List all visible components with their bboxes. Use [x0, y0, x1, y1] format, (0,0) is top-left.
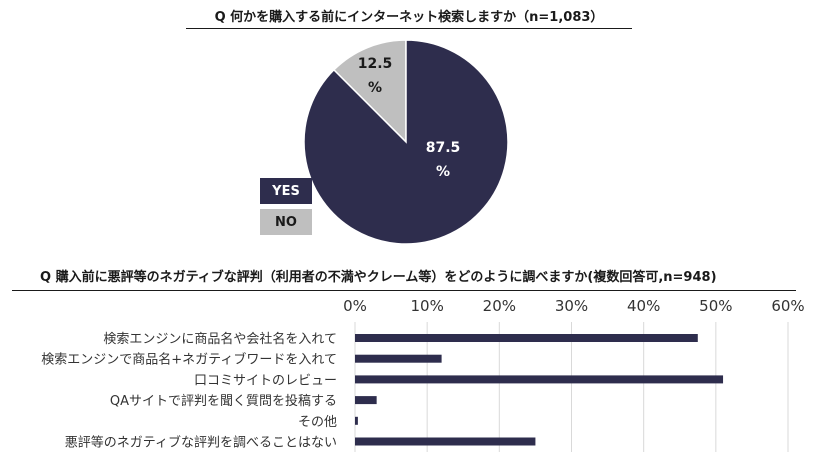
legend-no: NO	[260, 209, 312, 235]
bar	[355, 437, 536, 446]
x-tick-label: 50%	[699, 297, 732, 315]
category-label: 口コミサイトのレビュー	[194, 373, 337, 388]
x-tick-label: 10%	[410, 297, 443, 315]
pie-title-underline	[186, 28, 632, 29]
pie-value-label-no: 12.5 %	[352, 52, 398, 100]
pie-value-no: 12.5	[357, 56, 393, 72]
x-tick-label: 40%	[627, 297, 660, 315]
category-label: QAサイトで評判を聞く質問を投稿する	[110, 393, 337, 409]
x-tick-label: 20%	[483, 297, 516, 315]
category-label: 検索エンジンで商品名+ネガティブワードを入れて	[41, 352, 337, 368]
bar	[355, 396, 377, 405]
legend-yes: YES	[260, 178, 312, 204]
pie-chart	[303, 39, 509, 245]
category-label: 悪評等のネガティブな評判を調べることはない	[65, 435, 337, 451]
bar-question-title: Q 購入前に悪評等のネガティブな評判（利用者の不満やクレーム等）をどのように調べ…	[40, 270, 717, 285]
x-tick-label: 60%	[771, 297, 804, 315]
bar	[355, 354, 442, 363]
pie-value-label-yes: 87.5 %	[420, 136, 466, 184]
category-label: 検索エンジンに商品名や会社名を入れて	[103, 331, 337, 347]
bar	[355, 375, 724, 384]
bar	[355, 334, 698, 342]
pie-slice-yes	[303, 39, 509, 245]
pie-slice-no	[332, 39, 407, 144]
pie-question-title: Q 何かを購入する前にインターネット検索しますか（n=1,083）	[214, 10, 604, 25]
bar-title-underline	[12, 290, 796, 291]
x-tick-label: 0%	[343, 297, 367, 315]
bar	[355, 416, 358, 425]
x-tick-label: 30%	[555, 297, 588, 315]
pie-value-yes-unit: %	[435, 164, 451, 180]
pie-value-yes: 87.5	[425, 140, 461, 156]
category-label: その他	[298, 415, 337, 430]
pie-value-no-unit: %	[367, 80, 383, 96]
